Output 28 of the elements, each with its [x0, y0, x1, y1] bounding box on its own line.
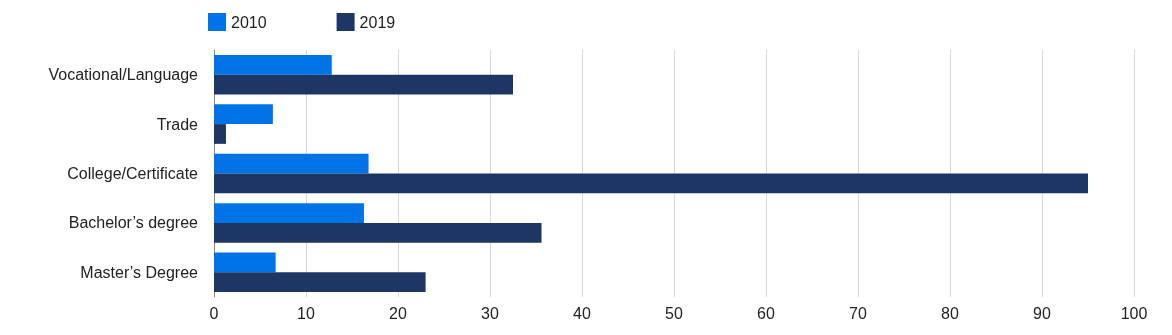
legend-label: 2019 [359, 13, 396, 31]
bar [214, 153, 369, 174]
y-tick-label: Master’s Degree [80, 263, 199, 281]
bar [214, 74, 513, 95]
x-tick-label: 30 [481, 304, 499, 322]
bar [214, 124, 226, 144]
bar [214, 252, 276, 273]
legend-label: 2010 [231, 13, 267, 31]
y-tick-label: Vocational/Language [48, 66, 199, 84]
x-tick-label: 50 [665, 304, 683, 322]
x-tick-label: 60 [757, 304, 775, 322]
x-tick-label: 70 [849, 304, 867, 322]
bar [214, 54, 332, 75]
y-tick-label: College/Certificate [67, 165, 199, 182]
bar [214, 222, 542, 243]
x-tick-label: 100 [1120, 304, 1148, 322]
x-tick-label: 10 [297, 304, 315, 322]
bar [214, 272, 426, 293]
y-tick-label: Bachelor’s degree [68, 214, 199, 232]
y-tick-label: Trade [156, 115, 199, 133]
x-tick-label: 80 [941, 304, 959, 322]
x-tick-label: 40 [573, 304, 591, 322]
bar [214, 104, 273, 125]
x-tick-label: 90 [1033, 304, 1051, 322]
x-tick-label: 20 [389, 304, 407, 322]
bar [214, 173, 1088, 194]
x-tick-label: 0 [209, 304, 219, 322]
bar [214, 203, 364, 223]
